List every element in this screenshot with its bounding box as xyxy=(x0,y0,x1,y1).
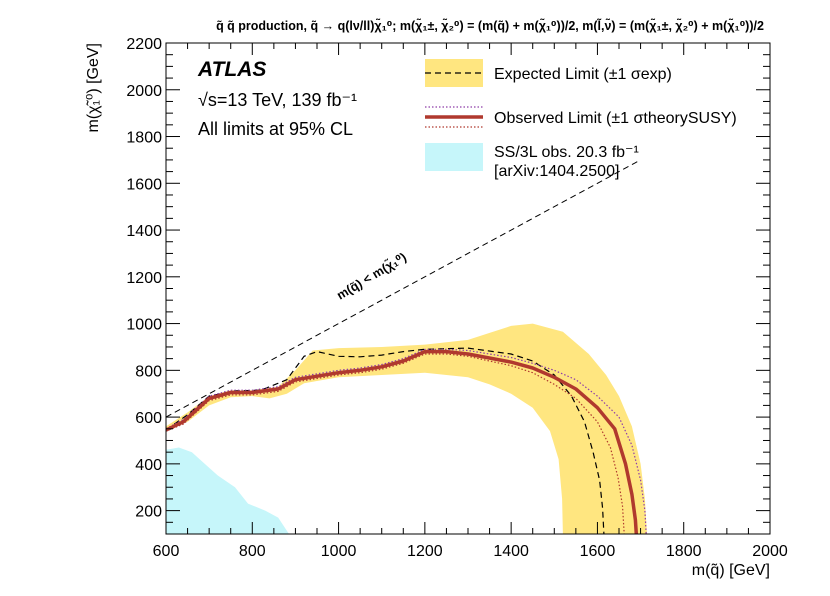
atlas-label: ATLAS xyxy=(197,58,266,81)
y-tick-label: 600 xyxy=(135,410,162,427)
y-tick-label: 1200 xyxy=(126,270,162,287)
observed-limit-line xyxy=(166,349,639,534)
x-axis-label: m(q̃) [GeV] xyxy=(692,562,770,579)
observed-up-line xyxy=(166,348,647,534)
observed-down-line xyxy=(166,353,625,534)
y-tick-label: 1400 xyxy=(126,223,162,240)
diagonal-label: m(q̃) < m(χ̃₁⁰) xyxy=(334,249,409,302)
y-axis-label: m(χ̃₁⁰) [GeV] xyxy=(85,43,102,133)
legend: Expected Limit (±1 σexp) Observed Limit … xyxy=(425,59,737,180)
legend-expected-label: Expected Limit (±1 σexp) xyxy=(494,66,672,83)
expected-limit-line xyxy=(166,347,605,534)
x-tick-label: 1200 xyxy=(407,543,443,560)
previous-result-region xyxy=(166,447,289,534)
y-tick-label: 1800 xyxy=(126,130,162,147)
legend-expected-band-swatch xyxy=(425,59,483,87)
chart-title: q̃ q̃ production, q̃ → q(lν/ll)χ̃₁⁰; m(χ… xyxy=(216,18,764,33)
x-tick-label: 2000 xyxy=(752,543,788,560)
expected-band xyxy=(166,323,647,534)
x-tick-label: 1000 xyxy=(321,543,357,560)
x-tick-label: 1400 xyxy=(493,543,529,560)
energy-label: √s=13 TeV, 139 fb⁻¹ xyxy=(198,90,357,110)
legend-observed-label: Observed Limit (±1 σtheorySUSY) xyxy=(494,110,737,127)
y-tick-label: 1000 xyxy=(126,317,162,334)
x-tick-label: 1600 xyxy=(580,543,616,560)
y-tick-label: 200 xyxy=(135,504,162,521)
legend-previous-label-1: SS/3L obs. 20.3 fb⁻¹ xyxy=(494,144,639,161)
x-tick-label: 1800 xyxy=(666,543,702,560)
data-layer xyxy=(166,159,647,534)
y-tick-label: 800 xyxy=(135,363,162,380)
legend-previous-swatch xyxy=(425,143,483,171)
legend-previous-label-2: [arXiv:1404.2500] xyxy=(494,163,619,180)
x-tick-label: 800 xyxy=(239,543,266,560)
tick-layer: 600 800 1000 1200 1400 1600 1800 2000 200 400 600 8… xyxy=(126,36,787,560)
x-tick-label: 600 xyxy=(153,543,180,560)
y-tick-label: 1600 xyxy=(126,176,162,193)
y-tick-label: 2000 xyxy=(126,83,162,100)
y-tick-label: 2200 xyxy=(126,36,162,53)
y-tick-label: 400 xyxy=(135,457,162,474)
cl-label: All limits at 95% CL xyxy=(198,119,353,139)
